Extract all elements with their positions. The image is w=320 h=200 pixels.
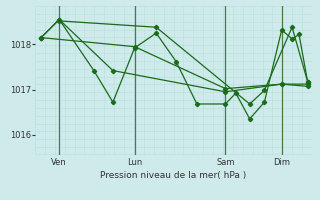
X-axis label: Pression niveau de la mer( hPa ): Pression niveau de la mer( hPa ) xyxy=(100,171,247,180)
